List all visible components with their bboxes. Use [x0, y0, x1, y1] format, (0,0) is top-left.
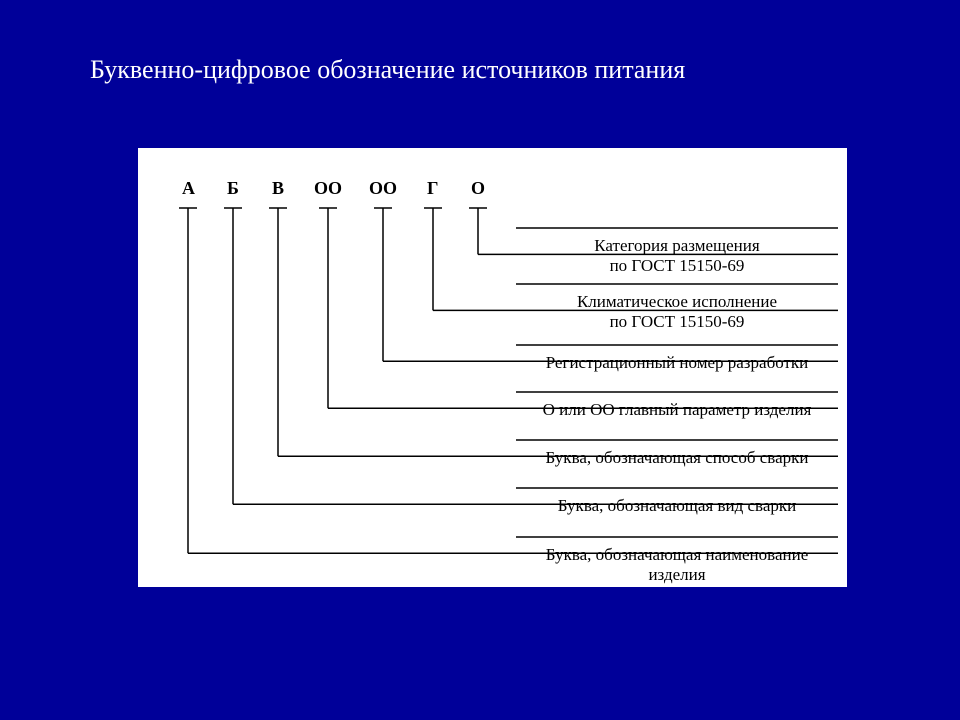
desc-line: Регистрационный номер разработки: [516, 353, 838, 373]
desc-line: Категория размещения: [516, 236, 838, 256]
desc-B: Буква, обозначающая вид сварки: [516, 496, 838, 516]
code-label-O: О: [471, 178, 485, 199]
desc-A: Буква, обозначающая наименование изделия: [516, 545, 838, 586]
desc-V: Буква, обозначающая способ сварки: [516, 448, 838, 468]
code-label-A: А: [182, 178, 195, 199]
desc-line: Буква, обозначающая способ сварки: [516, 448, 838, 468]
slide: Буквенно-цифровое обозначение источников…: [0, 0, 960, 720]
desc-O: Категория размещенияпо ГОСТ 15150-69: [516, 236, 838, 277]
diagram-panel: АБВООООГОКатегория размещенияпо ГОСТ 151…: [138, 148, 847, 587]
desc-line: Буква, обозначающая вид сварки: [516, 496, 838, 516]
desc-OO2: Регистрационный номер разработки: [516, 353, 838, 373]
desc-line: О или ОО главный параметр изделия: [516, 400, 838, 420]
code-label-G: Г: [427, 178, 438, 199]
desc-G: Климатическое исполнениепо ГОСТ 15150-69: [516, 292, 838, 333]
desc-OO1: О или ОО главный параметр изделия: [516, 400, 838, 420]
code-label-B: Б: [227, 178, 239, 199]
desc-line: Буква, обозначающая наименование изделия: [516, 545, 838, 586]
desc-line: Климатическое исполнение: [516, 292, 838, 312]
desc-line: по ГОСТ 15150-69: [516, 256, 838, 276]
code-label-OO2: ОО: [369, 178, 397, 199]
slide-title: Буквенно-цифровое обозначение источников…: [90, 55, 685, 85]
code-label-OO1: ОО: [314, 178, 342, 199]
desc-line: по ГОСТ 15150-69: [516, 312, 838, 332]
code-label-V: В: [272, 178, 284, 199]
